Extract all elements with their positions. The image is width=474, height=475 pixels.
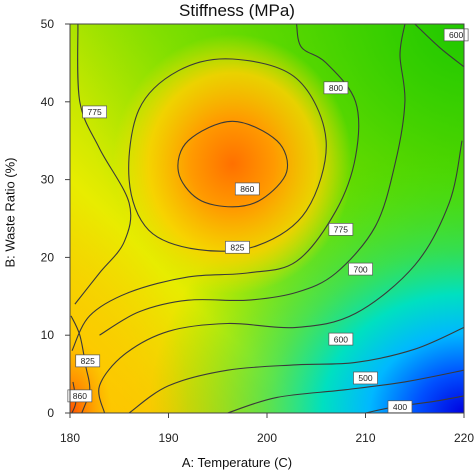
contour-label-775: 775 <box>82 105 107 119</box>
svg-text:775: 775 <box>88 107 102 117</box>
contour-label-400: 400 <box>387 400 413 414</box>
svg-text:825: 825 <box>81 356 95 366</box>
contour-line <box>128 326 464 413</box>
contour-line <box>74 24 132 305</box>
svg-text:600: 600 <box>334 334 348 344</box>
contour-label-860: 860 <box>234 182 260 196</box>
contour-line <box>128 58 327 252</box>
x-tick-label: 190 <box>158 431 178 445</box>
y-tick-label: 10 <box>41 328 55 342</box>
contour-label-825: 825 <box>225 240 250 254</box>
contour-line <box>365 395 464 413</box>
contour-label-500: 500 <box>353 371 378 385</box>
contour-label-600: 600 <box>443 28 469 42</box>
contour-line <box>227 369 464 413</box>
svg-text:860: 860 <box>73 391 87 401</box>
contour-label-860: 860 <box>67 389 93 403</box>
y-tick-label: 20 <box>41 250 55 264</box>
contour-line <box>98 140 463 413</box>
x-tick-label: 220 <box>454 431 474 445</box>
chart-title: Stiffness (MPa) <box>179 1 295 20</box>
svg-text:860: 860 <box>240 184 254 194</box>
svg-text:400: 400 <box>393 402 407 412</box>
contour-line <box>177 120 289 208</box>
contour-label-800: 800 <box>323 81 349 95</box>
contour-line <box>71 24 360 352</box>
x-tick-label: 210 <box>355 431 375 445</box>
svg-text:500: 500 <box>358 373 372 383</box>
svg-text:600: 600 <box>449 30 463 40</box>
contour-line <box>99 24 406 336</box>
y-tick-label: 30 <box>41 173 55 187</box>
contour-label-600: 600 <box>328 332 354 346</box>
contour-label-825: 825 <box>75 354 101 368</box>
contour-label-700: 700 <box>348 262 373 276</box>
y-tick-label: 50 <box>41 17 55 31</box>
contour-line <box>414 24 464 68</box>
y-tick-label: 40 <box>41 95 55 109</box>
x-axis-label: A: Temperature (C) <box>181 455 293 470</box>
x-tick-label: 200 <box>257 431 277 445</box>
surface-peak <box>112 34 353 295</box>
svg-text:700: 700 <box>353 264 367 274</box>
svg-text:775: 775 <box>334 225 348 235</box>
x-tick-label: 180 <box>60 431 80 445</box>
svg-text:825: 825 <box>230 242 244 252</box>
svg-text:800: 800 <box>329 83 343 93</box>
contour-label-775: 775 <box>328 223 354 236</box>
y-tick-label: 0 <box>47 406 54 420</box>
